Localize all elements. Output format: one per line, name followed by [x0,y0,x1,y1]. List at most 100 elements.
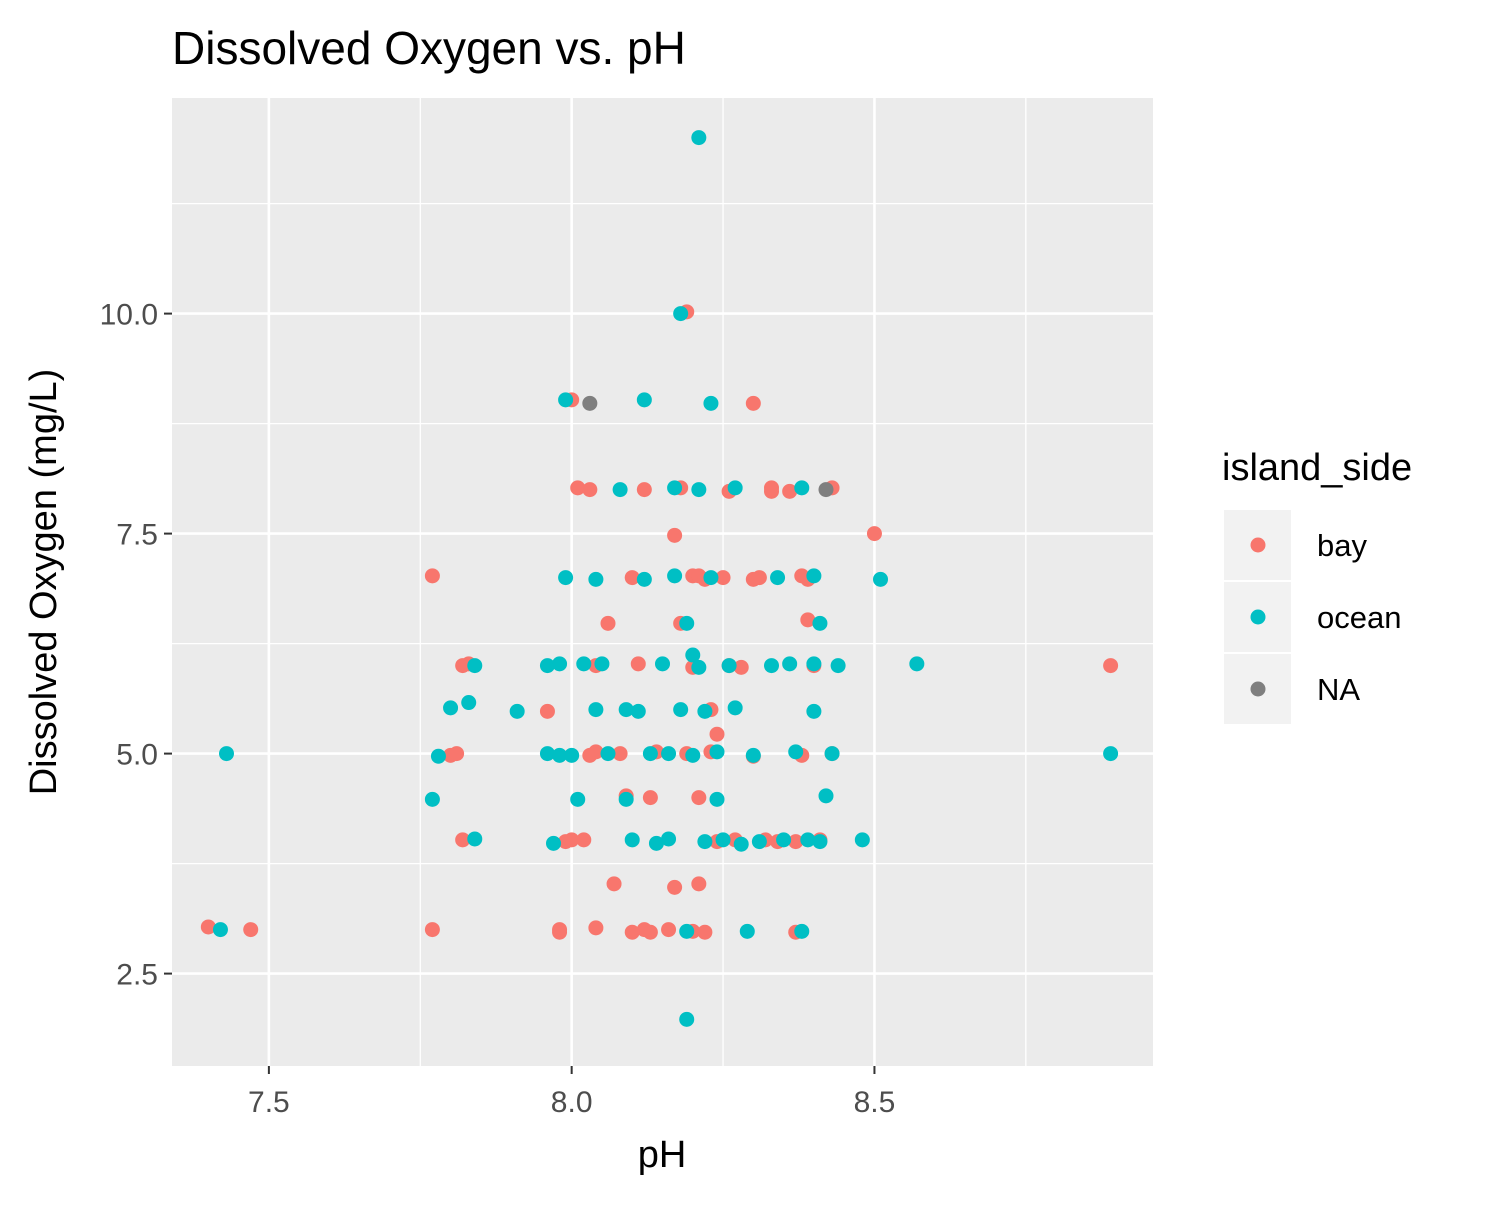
point-ocean [909,656,925,672]
point-bay [455,658,471,674]
point-ocean [812,615,828,631]
point-ocean [770,570,786,586]
legend-title: island_side [1222,447,1412,489]
legend-label: bay [1317,528,1367,563]
point-ocean [673,702,689,718]
point-ocean [800,832,816,848]
point-bay [588,920,604,936]
point-ocean [685,747,701,763]
point-ocean [661,831,677,847]
point-ocean [788,744,804,760]
point-ocean [443,700,459,716]
data-points [200,130,1119,1027]
point-ocean [594,656,610,672]
point-ocean [576,656,592,672]
point-bay [764,483,779,499]
point-ocean [642,746,658,762]
point-ocean [782,656,798,672]
point-ocean [612,482,628,498]
point-bay [691,790,707,806]
point-ocean [854,832,870,848]
point-ocean [630,703,646,719]
x-tick-label: 8.0 [551,1086,593,1119]
point-ocean [709,744,725,760]
point-ocean [552,656,568,672]
point-ocean [552,747,568,763]
point-bay [624,924,640,940]
point-ocean [430,748,446,764]
y-tick-label: 10.0 [100,299,158,332]
point-bay [715,570,731,586]
point-bay [782,483,798,499]
chart-title: Dissolved Oxygen vs. pH [172,22,686,74]
x-axis-label: pH [638,1134,687,1176]
point-ocean [697,703,713,719]
point-ocean [794,923,810,939]
point-bay [552,922,568,938]
plot-panel [172,98,1153,1066]
point-NA [582,395,598,411]
point-ocean [745,747,761,763]
point-ocean [539,746,555,762]
point-ocean [806,703,822,719]
y-axis: 2.5 5.0 7.5 10.0 [100,299,172,992]
point-ocean [679,1011,695,1027]
point-bay [691,876,707,892]
point-ocean [764,658,779,674]
point-ocean [212,922,228,938]
point-bay [582,482,598,498]
point-ocean [691,130,707,146]
point-ocean [751,834,767,850]
point-ocean [679,615,695,631]
legend: island_side bay ocean NA [1222,447,1412,724]
point-ocean [600,746,616,762]
x-tick-label: 7.5 [248,1086,290,1119]
point-bay [866,526,882,542]
point-ocean [667,480,683,496]
point-bay [1103,658,1119,674]
point-ocean [661,746,677,762]
y-tick-label: 5.0 [116,739,158,772]
point-bay [642,790,658,806]
point-ocean [618,791,634,807]
point-ocean [570,791,586,807]
point-bay [788,834,804,850]
point-ocean [727,700,743,716]
point-bay [570,480,586,496]
legend-label: NA [1317,672,1360,707]
point-bay [455,832,471,848]
x-tick-label: 8.5 [854,1086,896,1119]
point-ocean [636,571,652,587]
y-tick-label: 7.5 [116,519,158,552]
point-bay [243,922,259,938]
legend-key-point [1250,681,1266,697]
legend-label: ocean [1317,600,1401,635]
point-bay [751,570,767,586]
point-ocean [655,656,670,672]
point-ocean [794,480,810,496]
point-bay [449,746,465,762]
point-bay [576,832,592,848]
point-NA [818,482,834,498]
point-ocean [648,835,664,851]
point-ocean [546,835,561,851]
point-ocean [424,791,440,807]
point-ocean [667,568,683,584]
point-bay [642,924,658,940]
point-ocean [588,571,604,587]
legend-key-point [1250,609,1266,625]
point-bay [800,612,816,628]
point-ocean [558,570,574,586]
point-ocean [703,570,719,586]
point-bay [709,726,725,742]
point-ocean [812,834,828,850]
point-ocean [685,647,701,663]
point-ocean [564,747,580,763]
point-ocean [703,395,719,411]
point-ocean [830,658,846,674]
point-bay [588,744,604,760]
point-ocean [636,392,652,408]
point-bay [612,746,628,762]
point-bay [424,568,440,584]
